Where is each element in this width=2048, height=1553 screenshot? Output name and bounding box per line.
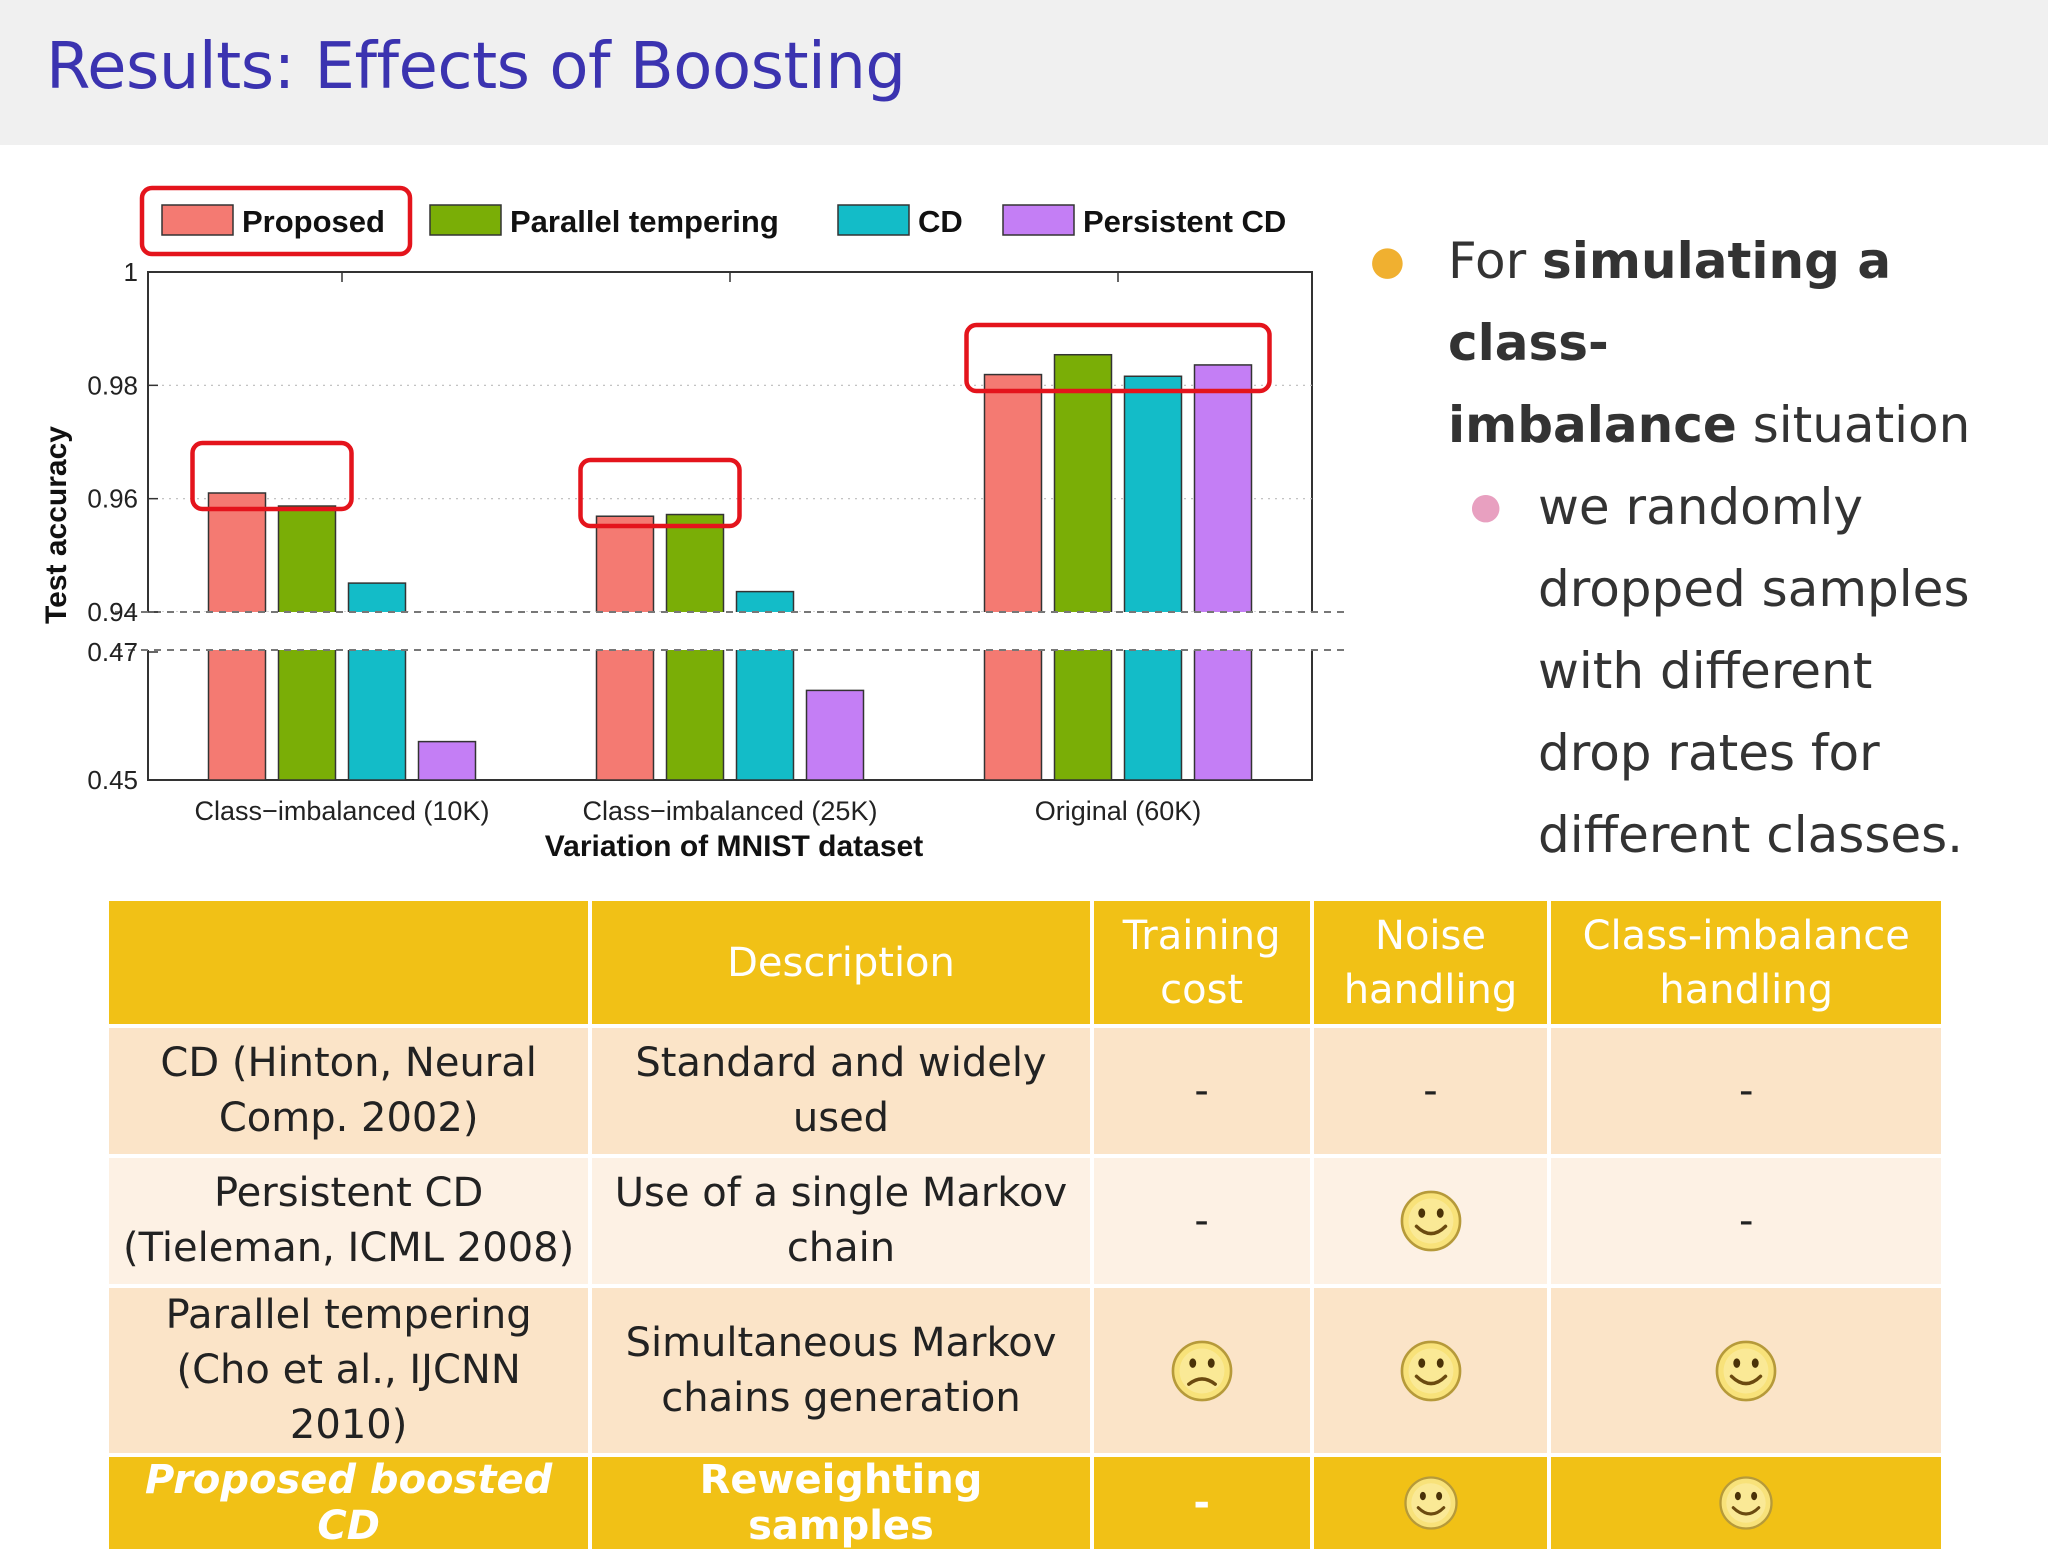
highlight-box-group bbox=[964, 322, 1272, 394]
sub-bullet-text: we randomly dropped samples with differe… bbox=[1538, 478, 1970, 864]
header-cell bbox=[109, 901, 589, 1024]
legend-swatch bbox=[429, 204, 502, 236]
training-cost-cell bbox=[1093, 1288, 1310, 1453]
y-tick-label: 0.45 bbox=[87, 765, 138, 795]
bar-persistent-cd bbox=[1193, 364, 1253, 781]
legend-label: Parallel tempering bbox=[510, 204, 779, 239]
header-cell: Training cost bbox=[1093, 901, 1310, 1024]
y-axis-label: Test accuracy bbox=[40, 426, 73, 624]
header-cell: Description bbox=[592, 901, 1090, 1024]
slide-title: Results: Effects of Boosting bbox=[46, 30, 906, 104]
legend-label: Persistent CD bbox=[1083, 204, 1286, 239]
table-row: Parallel tempering (Cho et al., IJCNN 20… bbox=[109, 1288, 1941, 1453]
bar-cd bbox=[1123, 375, 1183, 781]
highlight-box-legend bbox=[139, 185, 413, 257]
table-header-row: Description Training cost Noise handling… bbox=[109, 901, 1941, 1024]
training-cost-cell: - bbox=[1093, 1158, 1310, 1284]
table-row: CD (Hinton, Neural Comp. 2002) Standard … bbox=[109, 1028, 1941, 1154]
table-row-proposed: Proposed boosted CD Reweighting samples … bbox=[109, 1457, 1941, 1549]
y-tick-label: 0.98 bbox=[87, 370, 138, 400]
bullet-list: ● For simulating a class- imbalance situ… bbox=[1360, 220, 2020, 876]
smiley-face-icon bbox=[1400, 1190, 1461, 1252]
method-name: Persistent CD (Tieleman, ICML 2008) bbox=[109, 1158, 589, 1284]
accuracy-bar-chart: Class−imbalanced (10K) Class−imbalanced (… bbox=[40, 185, 1360, 863]
smiley-face-icon bbox=[1715, 1340, 1777, 1401]
noise-handling-cell bbox=[1313, 1158, 1548, 1284]
bullet-suffix: situation bbox=[1736, 396, 1971, 454]
title-bar: Results: Effects of Boosting bbox=[0, 0, 2048, 145]
y-tick-label: 0.47 bbox=[87, 637, 138, 667]
legend-swatch bbox=[161, 204, 234, 236]
legend-label: CD bbox=[918, 204, 963, 239]
bullet-dot-icon: ● bbox=[1370, 238, 1405, 284]
x-tick-label: Original (60K) bbox=[1035, 796, 1202, 826]
bullet-bold-2: imbalance bbox=[1448, 396, 1737, 454]
x-tick-label: Class−imbalanced (10K) bbox=[195, 796, 490, 826]
x-tick-label: Class−imbalanced (25K) bbox=[583, 796, 878, 826]
highlight-box-group bbox=[190, 440, 354, 512]
noise-handling-cell bbox=[1313, 1457, 1548, 1549]
y-tick-label: 0.94 bbox=[87, 597, 138, 627]
bar-proposed bbox=[983, 373, 1043, 781]
smiley-face-icon bbox=[1403, 1476, 1458, 1530]
legend-swatch bbox=[1002, 204, 1075, 236]
sub-bullet-dot-icon: ● bbox=[1470, 486, 1502, 527]
bullet-bold-1: simulating a class- bbox=[1448, 232, 1892, 372]
imbalance-handling-cell bbox=[1551, 1288, 1941, 1453]
training-cost-cell: - bbox=[1093, 1457, 1310, 1549]
noise-handling-cell: - bbox=[1313, 1028, 1548, 1154]
method-name: Proposed boosted CD bbox=[109, 1457, 589, 1549]
method-name: CD (Hinton, Neural Comp. 2002) bbox=[109, 1028, 589, 1154]
method-description: Use of a single Markov chain bbox=[592, 1158, 1090, 1284]
smiley-face-icon bbox=[1719, 1476, 1773, 1530]
imbalance-handling-cell: - bbox=[1551, 1028, 1941, 1154]
header-cell: Class-imbalance handling bbox=[1551, 901, 1941, 1024]
method-description: Simultaneous Markov chains generation bbox=[592, 1288, 1090, 1453]
header-cell: Noise handling bbox=[1313, 901, 1548, 1024]
smiley-face-icon bbox=[1400, 1340, 1461, 1401]
legend-swatch bbox=[837, 204, 910, 236]
y-tick-label: 1 bbox=[124, 257, 138, 287]
table-row: Persistent CD (Tieleman, ICML 2008) Use … bbox=[109, 1158, 1941, 1284]
x-axis-label: Variation of MNIST dataset bbox=[545, 830, 923, 863]
bar-parallel-tempering bbox=[1053, 353, 1113, 781]
sub-bullet-item: ● we randomly dropped samples with diffe… bbox=[1470, 466, 1998, 876]
bar-persistent-cd bbox=[417, 740, 477, 781]
imbalance-handling-cell bbox=[1551, 1457, 1941, 1549]
axis-break-band bbox=[118, 612, 1360, 650]
bullet-prefix: For bbox=[1448, 232, 1543, 290]
training-cost-cell: - bbox=[1093, 1028, 1310, 1154]
method-name: Parallel tempering (Cho et al., IJCNN 20… bbox=[109, 1288, 589, 1453]
highlight-box-group bbox=[578, 457, 742, 529]
imbalance-handling-cell: - bbox=[1551, 1158, 1941, 1284]
method-description: Reweighting samples bbox=[592, 1457, 1090, 1549]
bar-persistent-cd bbox=[805, 689, 865, 781]
bullet-item: ● For simulating a class- imbalance situ… bbox=[1360, 220, 2020, 466]
y-tick-label: 0.96 bbox=[87, 484, 138, 514]
legend-label: Proposed bbox=[242, 204, 385, 239]
comparison-table: Description Training cost Noise handling… bbox=[105, 897, 1945, 1553]
noise-handling-cell bbox=[1313, 1288, 1548, 1453]
method-description: Standard and widely used bbox=[592, 1028, 1090, 1154]
frowning-face-icon bbox=[1171, 1340, 1232, 1401]
